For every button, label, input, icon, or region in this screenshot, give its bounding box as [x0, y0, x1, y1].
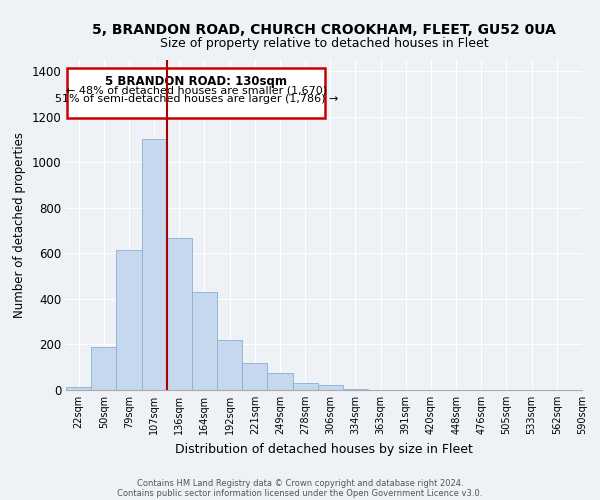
- X-axis label: Distribution of detached houses by size in Fleet: Distribution of detached houses by size …: [175, 442, 473, 456]
- Bar: [293, 383, 318, 390]
- Bar: [192, 292, 217, 390]
- Text: Size of property relative to detached houses in Fleet: Size of property relative to detached ho…: [160, 38, 488, 51]
- Text: 51% of semi-detached houses are larger (1,786) →: 51% of semi-detached houses are larger (…: [55, 94, 338, 104]
- Text: Contains public sector information licensed under the Open Government Licence v3: Contains public sector information licen…: [118, 488, 482, 498]
- Bar: [116, 250, 142, 390]
- Bar: [343, 389, 368, 390]
- Text: 5 BRANDON ROAD: 130sqm: 5 BRANDON ROAD: 130sqm: [105, 75, 287, 88]
- Bar: [142, 138, 167, 390]
- Bar: [318, 386, 343, 390]
- Bar: [91, 347, 116, 390]
- FancyBboxPatch shape: [67, 68, 325, 118]
- Text: 5, BRANDON ROAD, CHURCH CROOKHAM, FLEET, GU52 0UA: 5, BRANDON ROAD, CHURCH CROOKHAM, FLEET,…: [92, 22, 556, 36]
- Bar: [66, 386, 91, 390]
- Y-axis label: Number of detached properties: Number of detached properties: [13, 132, 26, 318]
- Bar: [268, 373, 293, 390]
- Bar: [242, 362, 268, 390]
- Bar: [217, 340, 242, 390]
- Text: Contains HM Land Registry data © Crown copyright and database right 2024.: Contains HM Land Registry data © Crown c…: [137, 478, 463, 488]
- Text: ← 48% of detached houses are smaller (1,670): ← 48% of detached houses are smaller (1,…: [65, 85, 327, 95]
- Bar: [167, 238, 192, 390]
